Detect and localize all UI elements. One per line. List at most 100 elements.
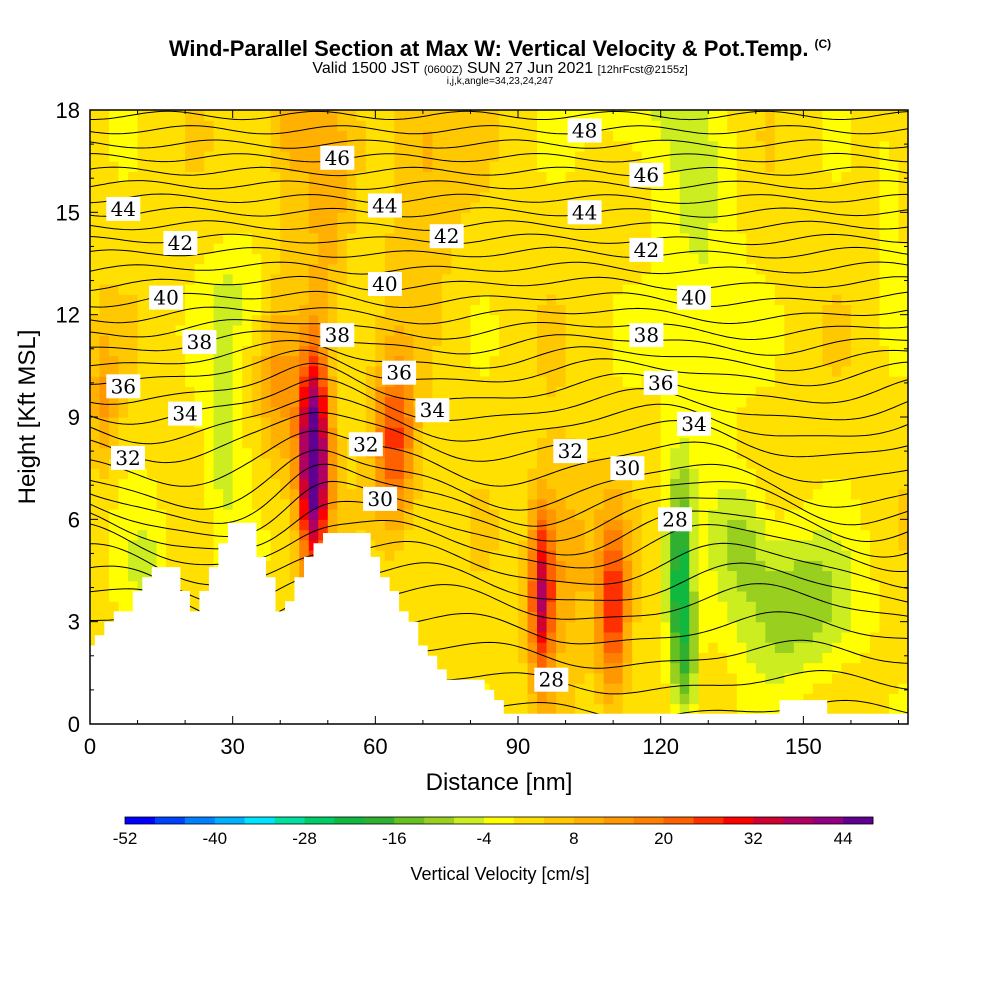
velocity-cell [118,283,129,295]
velocity-cell [584,150,595,162]
velocity-cell [251,519,262,531]
velocity-cell [479,488,491,500]
velocity-cell [850,468,862,479]
velocity-cell [394,110,405,121]
velocity-cell [774,631,785,643]
velocity-cell [651,468,662,479]
velocity-cell [746,447,757,459]
velocity-cell [251,314,262,326]
velocity-cell [755,365,766,377]
velocity-cell [223,232,234,244]
velocity-cell [755,283,766,295]
velocity-cell [384,437,395,449]
velocity-cell [460,324,472,336]
velocity-cell [603,202,614,213]
velocity-cell [727,243,738,254]
velocity-cell [812,324,823,336]
velocity-cell [660,703,671,715]
velocity-cell [308,150,319,162]
velocity-cell [822,130,833,142]
velocity-cell [727,550,738,561]
velocity-cell [584,273,595,285]
velocity-cell [479,539,491,551]
velocity-cell [689,683,700,694]
velocity-cell [765,539,776,551]
velocity-cell [299,273,310,285]
velocity-cell [727,171,738,183]
velocity-cell [479,396,491,408]
velocity-cell [460,457,472,469]
velocity-cell [584,642,595,653]
velocity-cell [546,212,557,224]
velocity-cell [451,488,462,500]
velocity-cell [622,396,633,408]
velocity-cell [717,406,728,418]
velocity-cell [432,171,443,183]
velocity-cell [451,324,462,336]
velocity-cell [137,376,148,387]
velocity-cell [422,232,434,244]
velocity-cell [679,683,690,694]
velocity-cell [727,355,738,367]
velocity-cell [118,365,129,377]
velocity-cell [441,590,453,602]
velocity-cell [679,590,690,602]
velocity-cell [384,120,395,132]
velocity-cell [622,488,633,500]
velocity-cell [175,171,186,183]
velocity-cell [318,437,329,449]
velocity-cell [641,652,652,664]
velocity-cell [413,386,424,398]
velocity-cell [755,150,766,162]
velocity-cell [556,355,567,367]
velocity-cell [679,191,690,203]
velocity-cell [670,550,681,561]
velocity-cell [337,468,348,479]
velocity-cell [356,335,367,346]
velocity-cell [499,509,510,520]
velocity-cell [251,263,262,275]
valid-date: SUN 27 Jun 2021 [466,60,594,77]
velocity-cell [213,468,224,479]
velocity-cell [670,683,681,694]
velocity-cell [185,386,196,398]
velocity-cell [318,314,329,326]
velocity-cell [270,324,281,336]
velocity-cell [232,120,243,132]
velocity-cell [451,386,462,398]
velocity-cell [537,304,548,316]
velocity-cell [251,478,262,490]
velocity-cell [641,642,652,653]
velocity-cell [841,580,852,592]
velocity-cell [499,130,510,142]
velocity-cell [337,294,348,306]
velocity-cell [603,457,614,469]
velocity-cell [289,468,300,479]
velocity-cell [746,191,757,203]
velocity-cell [90,396,101,408]
velocity-cell [118,406,129,418]
velocity-cell [194,171,205,183]
velocity-cell [432,437,443,449]
velocity-cell [527,498,538,510]
velocity-cell [812,631,823,643]
velocity-cell [793,570,804,582]
velocity-cell [460,120,472,132]
velocity-cell [860,509,871,520]
velocity-cell [850,509,862,520]
velocity-cell [432,376,443,387]
velocity-cell [518,396,529,408]
velocity-cell [223,324,234,336]
velocity-cell [137,324,148,336]
velocity-cell [850,243,862,254]
velocity-cell [289,488,300,500]
velocity-cell [660,150,671,162]
velocity-cell [774,273,785,285]
velocity-cell [384,580,395,592]
velocity-cell [822,519,833,531]
velocity-cell [812,662,823,674]
velocity-cell [432,324,443,336]
velocity-cell [479,478,491,490]
velocity-cell [251,550,262,561]
velocity-cell [546,550,557,561]
